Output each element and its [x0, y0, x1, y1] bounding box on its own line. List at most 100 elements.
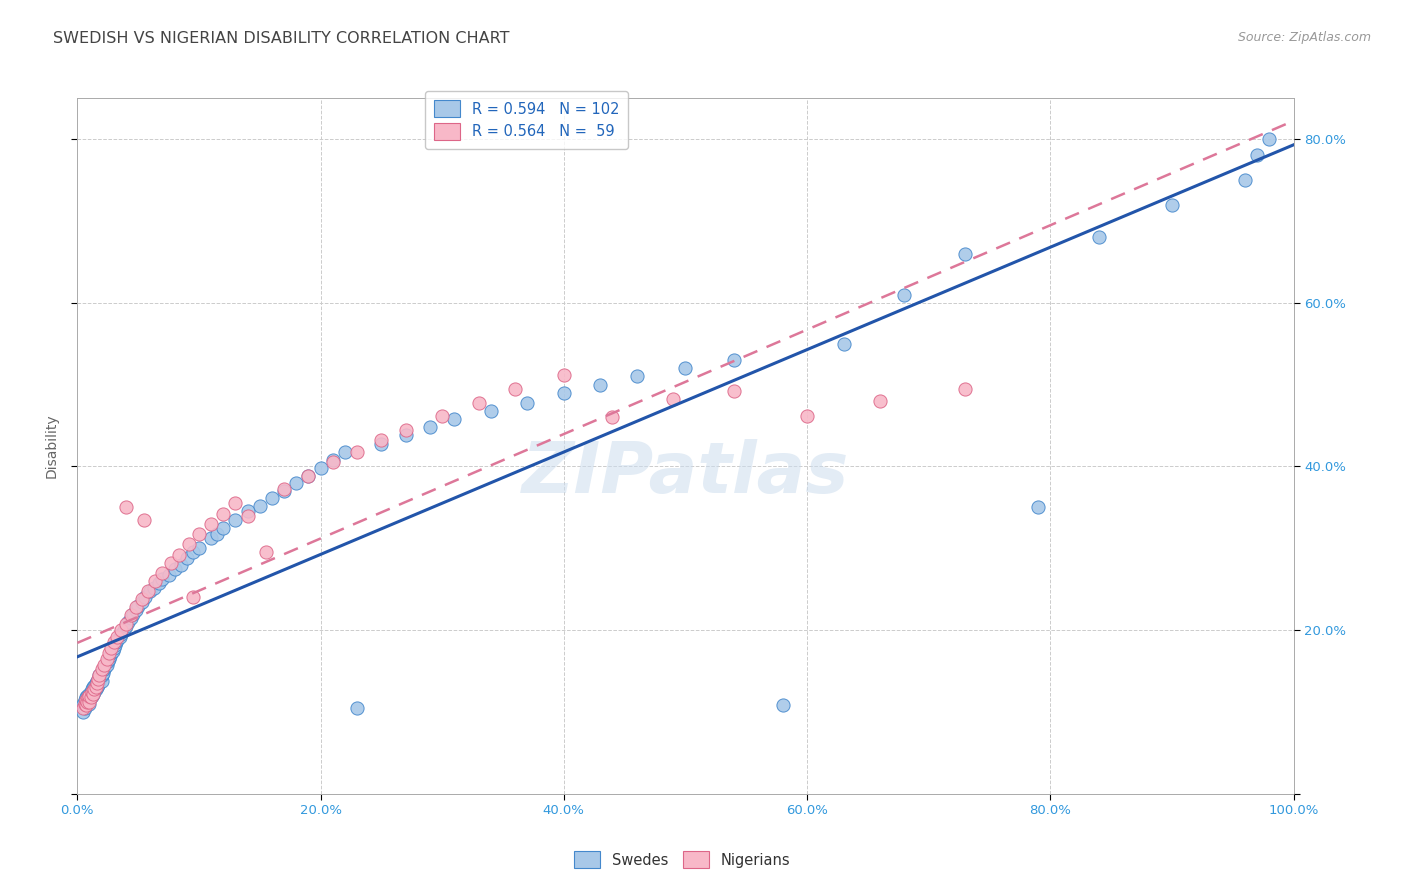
Point: [953, 382, 976, 396]
Point: [136, 583, 159, 598]
Point: [72, 701, 94, 715]
Point: [83, 684, 105, 698]
Point: [205, 526, 228, 541]
Point: [103, 641, 125, 656]
Point: [83, 679, 105, 693]
Point: [97, 646, 120, 660]
Point: [101, 643, 124, 657]
Point: [125, 603, 148, 617]
Point: [82, 687, 104, 701]
Point: [200, 532, 222, 546]
Point: [87, 678, 110, 692]
Y-axis label: Disability: Disability: [45, 414, 59, 478]
Point: [115, 619, 138, 633]
Point: [107, 632, 129, 647]
Point: [503, 382, 526, 396]
Point: [179, 537, 201, 551]
Point: [75, 690, 97, 705]
Point: [115, 616, 138, 631]
Point: [84, 681, 107, 695]
Point: [322, 453, 344, 467]
Point: [395, 428, 418, 442]
Point: [107, 630, 129, 644]
Point: [80, 684, 103, 698]
Point: [86, 673, 108, 688]
Point: [297, 469, 319, 483]
Point: [75, 695, 97, 709]
Point: [181, 591, 204, 605]
Point: [89, 671, 111, 685]
Point: [346, 444, 368, 458]
Point: [77, 690, 100, 705]
Point: [96, 657, 118, 672]
Point: [212, 507, 235, 521]
Point: [273, 483, 295, 497]
Point: [1088, 230, 1111, 244]
Point: [188, 541, 211, 556]
Point: [112, 623, 135, 637]
Text: ZIPatlas: ZIPatlas: [522, 440, 849, 508]
Point: [142, 581, 165, 595]
Point: [249, 499, 271, 513]
Point: [97, 654, 120, 668]
Point: [134, 591, 156, 605]
Point: [75, 698, 97, 713]
Point: [602, 410, 624, 425]
Point: [553, 368, 575, 382]
Point: [723, 384, 745, 399]
Point: [93, 657, 115, 672]
Point: [181, 545, 204, 559]
Point: [76, 695, 98, 709]
Point: [662, 392, 685, 407]
Point: [84, 682, 107, 697]
Point: [170, 558, 193, 572]
Point: [176, 551, 198, 566]
Point: [796, 409, 818, 423]
Point: [516, 395, 538, 409]
Point: [91, 665, 114, 680]
Point: [104, 638, 127, 652]
Point: [83, 682, 105, 697]
Point: [285, 475, 308, 490]
Point: [76, 689, 98, 703]
Legend: Swedes, Nigerians: Swedes, Nigerians: [568, 846, 796, 874]
Point: [152, 566, 174, 580]
Point: [224, 513, 246, 527]
Point: [131, 594, 153, 608]
Point: [105, 635, 128, 649]
Point: [93, 663, 115, 677]
Point: [273, 483, 295, 498]
Point: [120, 608, 142, 623]
Point: [80, 689, 103, 703]
Point: [122, 607, 145, 621]
Point: [96, 652, 118, 666]
Point: [75, 692, 97, 706]
Point: [1246, 148, 1268, 162]
Point: [82, 681, 104, 695]
Point: [553, 385, 575, 400]
Point: [90, 663, 112, 677]
Point: [143, 574, 166, 588]
Point: [395, 423, 418, 437]
Point: [1026, 500, 1049, 515]
Point: [772, 698, 794, 713]
Point: [73, 692, 96, 706]
Point: [131, 592, 153, 607]
Point: [103, 635, 125, 649]
Point: [73, 697, 96, 711]
Point: [869, 394, 891, 409]
Point: [297, 469, 319, 483]
Point: [467, 395, 489, 409]
Point: [370, 434, 392, 448]
Point: [152, 573, 174, 587]
Point: [72, 697, 94, 711]
Point: [120, 611, 142, 625]
Point: [479, 404, 502, 418]
Point: [77, 690, 100, 705]
Point: [90, 673, 112, 688]
Point: [188, 526, 211, 541]
Point: [94, 660, 117, 674]
Point: [89, 668, 111, 682]
Point: [160, 556, 183, 570]
Point: [723, 353, 745, 368]
